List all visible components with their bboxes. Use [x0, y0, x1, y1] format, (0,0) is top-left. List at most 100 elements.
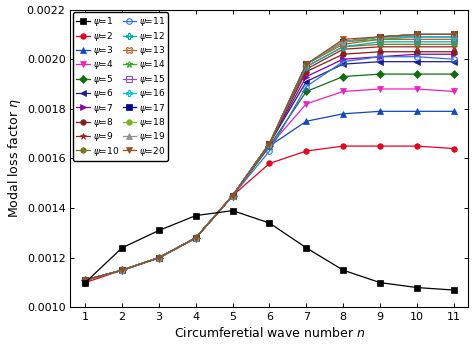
$\psi$=16: [451, 35, 456, 39]
$\psi$=4: [266, 144, 272, 148]
$\psi$=14: [377, 37, 383, 42]
$\psi$=20: [230, 194, 236, 198]
$\psi$=5: [414, 72, 419, 76]
$\psi$=11: [156, 256, 162, 260]
$\psi$=1: [303, 246, 309, 250]
$\psi$=13: [303, 62, 309, 66]
$\psi$=10: [156, 256, 162, 260]
$\psi$=3: [414, 109, 419, 113]
$\psi$=19: [303, 62, 309, 66]
$\psi$=15: [414, 35, 419, 39]
$\psi$=5: [303, 89, 309, 93]
$\psi$=18: [451, 32, 456, 36]
$\psi$=5: [451, 72, 456, 76]
Line: $\psi$=7: $\psi$=7: [82, 52, 456, 283]
$\psi$=14: [414, 35, 419, 39]
Line: $\psi$=12: $\psi$=12: [82, 38, 457, 284]
$\psi$=3: [340, 112, 346, 116]
$\psi$=18: [266, 142, 272, 146]
$\psi$=12: [340, 45, 346, 49]
$\psi$=16: [414, 35, 419, 39]
$\psi$=9: [303, 67, 309, 71]
Line: $\psi$=1: $\psi$=1: [82, 208, 456, 293]
$\psi$=16: [303, 62, 309, 66]
$\psi$=1: [266, 221, 272, 225]
$\psi$=4: [156, 256, 162, 260]
$\psi$=4: [377, 87, 383, 91]
$\psi$=5: [266, 144, 272, 148]
$\psi$=18: [230, 194, 236, 198]
$\psi$=8: [414, 50, 419, 54]
Line: $\psi$=9: $\psi$=9: [82, 43, 457, 284]
Line: $\psi$=15: $\psi$=15: [82, 34, 456, 283]
$\psi$=11: [340, 60, 346, 64]
$\psi$=4: [451, 89, 456, 93]
$\psi$=17: [119, 268, 125, 272]
$\psi$=3: [451, 109, 456, 113]
$\psi$=12: [266, 142, 272, 146]
$\psi$=12: [193, 236, 199, 240]
Y-axis label: Modal loss factor $\eta$: Modal loss factor $\eta$: [6, 99, 23, 218]
$\psi$=20: [82, 278, 88, 282]
$\psi$=1: [414, 285, 419, 290]
$\psi$=3: [377, 109, 383, 113]
$\psi$=6: [230, 194, 236, 198]
$\psi$=14: [451, 35, 456, 39]
$\psi$=9: [119, 268, 125, 272]
$\psi$=15: [303, 62, 309, 66]
$\psi$=6: [266, 142, 272, 146]
$\psi$=6: [340, 62, 346, 66]
$\psi$=8: [193, 236, 199, 240]
$\psi$=20: [266, 142, 272, 146]
Line: $\psi$=4: $\psi$=4: [82, 86, 456, 283]
$\psi$=19: [266, 142, 272, 146]
Line: $\psi$=8: $\psi$=8: [82, 49, 456, 283]
$\psi$=19: [230, 194, 236, 198]
$\psi$=7: [156, 256, 162, 260]
$\psi$=5: [82, 278, 88, 282]
$\psi$=13: [451, 37, 456, 42]
$\psi$=1: [193, 213, 199, 218]
$\psi$=7: [414, 52, 419, 56]
$\psi$=12: [303, 65, 309, 69]
$\psi$=17: [340, 40, 346, 44]
$\psi$=1: [119, 246, 125, 250]
$\psi$=8: [340, 52, 346, 56]
$\psi$=4: [230, 194, 236, 198]
$\psi$=19: [82, 278, 88, 282]
$\psi$=2: [303, 149, 309, 153]
$\psi$=3: [119, 268, 125, 272]
Line: $\psi$=20: $\psi$=20: [82, 31, 456, 283]
$\psi$=12: [414, 40, 419, 44]
$\psi$=13: [266, 142, 272, 146]
$\psi$=8: [119, 268, 125, 272]
$\psi$=5: [156, 256, 162, 260]
$\psi$=18: [82, 278, 88, 282]
$\psi$=9: [377, 45, 383, 49]
$\psi$=15: [193, 236, 199, 240]
$\psi$=13: [414, 37, 419, 42]
$\psi$=7: [451, 52, 456, 56]
$\psi$=1: [156, 228, 162, 233]
$\psi$=6: [119, 268, 125, 272]
$\psi$=20: [414, 32, 419, 36]
$\psi$=6: [82, 278, 88, 282]
$\psi$=15: [82, 278, 88, 282]
$\psi$=11: [377, 55, 383, 59]
$\psi$=10: [414, 42, 419, 46]
$\psi$=15: [340, 40, 346, 44]
$\psi$=8: [230, 194, 236, 198]
$\psi$=18: [414, 32, 419, 36]
$\psi$=11: [193, 236, 199, 240]
$\psi$=2: [230, 194, 236, 198]
$\psi$=6: [303, 80, 309, 84]
$\psi$=1: [377, 281, 383, 285]
$\psi$=18: [193, 236, 199, 240]
$\psi$=10: [193, 236, 199, 240]
$\psi$=7: [340, 57, 346, 61]
$\psi$=18: [340, 40, 346, 44]
$\psi$=16: [230, 194, 236, 198]
$\psi$=7: [82, 278, 88, 282]
$\psi$=14: [266, 142, 272, 146]
Line: $\psi$=3: $\psi$=3: [82, 109, 456, 283]
